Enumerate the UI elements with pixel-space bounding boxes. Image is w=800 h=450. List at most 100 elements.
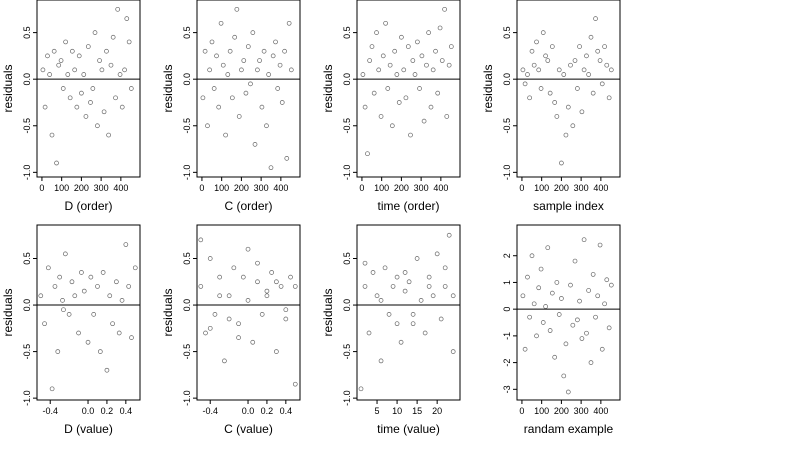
x-tick-label: 300: [254, 183, 269, 193]
point: [132, 265, 138, 271]
point: [217, 274, 223, 280]
y-tick-label: -0.5: [22, 118, 32, 134]
y-tick-label: -0.5: [22, 344, 32, 360]
y-tick-label: 0.0: [22, 299, 32, 312]
point: [450, 349, 456, 354]
point: [236, 321, 241, 327]
y-tick-label: 2: [502, 253, 512, 258]
point: [536, 67, 542, 73]
point: [608, 282, 614, 288]
point: [60, 86, 66, 91]
x-tick-label: 300: [574, 406, 589, 416]
x-tick-label: 300: [574, 183, 589, 193]
point: [424, 62, 429, 68]
point: [529, 48, 535, 54]
point: [446, 232, 452, 238]
point: [604, 62, 610, 68]
x-tick-label: 200: [554, 406, 569, 416]
point: [399, 34, 404, 40]
point: [552, 100, 558, 105]
x-tick-label: 5: [375, 406, 380, 416]
point: [47, 72, 52, 77]
point: [211, 86, 217, 91]
y-tick-label: -1.0: [22, 390, 32, 406]
point: [90, 86, 96, 91]
point: [122, 67, 127, 73]
point: [547, 90, 553, 96]
point: [264, 293, 270, 299]
point: [49, 132, 55, 138]
point: [79, 90, 84, 96]
point: [570, 123, 576, 129]
point: [588, 34, 594, 40]
point: [212, 312, 218, 317]
point: [69, 48, 75, 54]
point: [568, 282, 573, 288]
x-tick-label: 0: [519, 183, 524, 193]
point: [220, 62, 226, 68]
point: [40, 67, 46, 73]
point: [586, 72, 591, 77]
x-tick-label: 20: [432, 406, 442, 416]
point: [207, 325, 213, 331]
point: [114, 279, 119, 285]
point: [60, 298, 65, 303]
point: [386, 312, 392, 317]
x-tick-label: 0: [359, 183, 364, 193]
point: [435, 90, 441, 96]
point: [602, 301, 607, 307]
point: [430, 293, 436, 299]
panel: 0 100 200 300 400 -1.0 -0.5 0.0 0.5 time (order) r…: [321, 0, 461, 213]
x-axis-label: C (value): [224, 422, 273, 436]
point: [49, 386, 55, 392]
point: [207, 256, 213, 261]
point: [531, 62, 537, 68]
point: [394, 274, 400, 280]
point: [584, 53, 589, 59]
y-tick-label: 0.0: [182, 299, 192, 312]
point: [426, 284, 432, 289]
x-tick-label: 0.0: [82, 406, 95, 416]
point: [536, 285, 542, 291]
point: [572, 258, 578, 264]
point: [565, 104, 571, 110]
point: [95, 284, 100, 289]
point: [79, 270, 84, 275]
point: [129, 335, 134, 340]
point: [421, 118, 427, 124]
point: [408, 132, 413, 138]
y-tick-label: -2: [502, 359, 512, 367]
point: [597, 242, 603, 248]
point: [234, 6, 240, 12]
x-tick-label: 400: [433, 183, 448, 193]
point: [81, 72, 87, 77]
point: [547, 328, 553, 333]
point: [418, 298, 424, 303]
point: [414, 256, 420, 261]
panel: 0 100 200 300 400 -1.0 -0.5 0.0 0.5 D (order) resi…: [1, 0, 141, 213]
point: [534, 39, 539, 45]
point: [428, 104, 434, 110]
point: [403, 95, 409, 101]
x-axis-label: C (order): [224, 199, 272, 213]
point: [442, 265, 448, 271]
x-axis-label: sample index: [533, 199, 604, 213]
point: [245, 298, 251, 303]
y-tick-label: -0.5: [182, 344, 192, 360]
point: [95, 123, 100, 129]
point: [602, 44, 607, 49]
point: [58, 58, 64, 63]
point: [275, 86, 281, 91]
point: [264, 123, 269, 129]
point: [55, 349, 61, 354]
y-tick-label: -1.0: [182, 390, 192, 406]
point: [286, 20, 292, 26]
x-tick-label: 0: [519, 406, 524, 416]
point: [599, 346, 605, 352]
point: [97, 349, 103, 354]
point: [63, 39, 68, 45]
point: [531, 301, 537, 307]
y-tick-label: -1.0: [502, 165, 512, 181]
point: [248, 81, 253, 87]
y-tick-label: -1: [502, 332, 512, 340]
